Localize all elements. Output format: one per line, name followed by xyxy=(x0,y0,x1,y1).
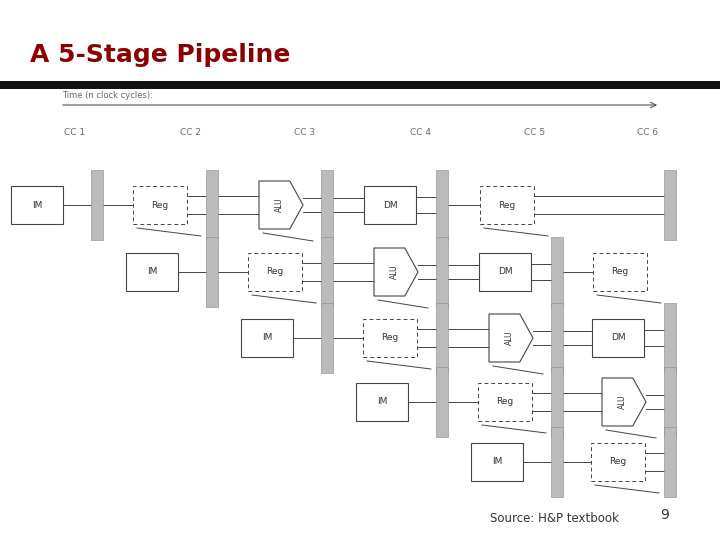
Text: ALU: ALU xyxy=(274,198,284,212)
Bar xyxy=(321,237,333,307)
Bar xyxy=(664,427,676,497)
Text: Reg: Reg xyxy=(266,267,284,276)
Text: CC 3: CC 3 xyxy=(294,128,315,137)
Text: A 5-Stage Pipeline: A 5-Stage Pipeline xyxy=(30,43,290,67)
Bar xyxy=(479,253,531,291)
Text: DM: DM xyxy=(611,334,625,342)
Bar xyxy=(0,81,720,89)
Text: Time (n clock cycles):: Time (n clock cycles): xyxy=(62,91,153,100)
Bar xyxy=(91,170,103,240)
Bar xyxy=(478,383,532,421)
Text: Reg: Reg xyxy=(496,397,513,407)
Bar xyxy=(436,170,448,240)
Polygon shape xyxy=(259,181,303,229)
Text: ALU: ALU xyxy=(390,265,398,279)
Text: ALU: ALU xyxy=(618,395,626,409)
Text: IM: IM xyxy=(262,334,272,342)
Text: ALU: ALU xyxy=(505,330,513,345)
Text: CC 4: CC 4 xyxy=(410,128,431,137)
Bar xyxy=(11,186,63,224)
Bar xyxy=(206,237,218,307)
Polygon shape xyxy=(602,378,646,426)
Text: IM: IM xyxy=(492,457,502,467)
Bar xyxy=(471,443,523,481)
Text: Reg: Reg xyxy=(151,200,168,210)
Text: DM: DM xyxy=(498,267,513,276)
Bar xyxy=(593,253,647,291)
Text: DM: DM xyxy=(383,200,397,210)
Bar xyxy=(551,367,563,437)
Bar xyxy=(363,319,417,357)
Bar xyxy=(356,383,408,421)
Bar xyxy=(664,303,676,373)
Bar xyxy=(436,303,448,373)
Text: 9: 9 xyxy=(660,508,669,522)
Text: CC 5: CC 5 xyxy=(524,128,546,137)
Text: IM: IM xyxy=(32,200,42,210)
Text: Source: H&P textbook: Source: H&P textbook xyxy=(490,511,619,524)
Bar xyxy=(480,186,534,224)
Bar xyxy=(206,170,218,240)
Bar xyxy=(241,319,293,357)
Bar xyxy=(551,237,563,307)
Polygon shape xyxy=(489,314,533,362)
Bar xyxy=(436,237,448,307)
Bar xyxy=(591,443,645,481)
Text: CC 6: CC 6 xyxy=(637,128,659,137)
Bar xyxy=(321,303,333,373)
Text: Reg: Reg xyxy=(611,267,629,276)
Bar xyxy=(551,303,563,373)
Text: IM: IM xyxy=(377,397,387,407)
Bar xyxy=(592,319,644,357)
Bar xyxy=(126,253,178,291)
Text: IM: IM xyxy=(147,267,157,276)
Text: Reg: Reg xyxy=(498,200,516,210)
Bar xyxy=(133,186,187,224)
Bar xyxy=(664,367,676,437)
Bar xyxy=(436,367,448,437)
Bar xyxy=(364,186,416,224)
Text: Reg: Reg xyxy=(609,457,626,467)
Bar xyxy=(664,170,676,240)
Bar xyxy=(551,427,563,497)
Bar xyxy=(321,170,333,240)
Bar xyxy=(248,253,302,291)
Text: CC 1: CC 1 xyxy=(64,128,86,137)
Text: Reg: Reg xyxy=(382,334,399,342)
Text: CC 2: CC 2 xyxy=(179,128,200,137)
Polygon shape xyxy=(374,248,418,296)
